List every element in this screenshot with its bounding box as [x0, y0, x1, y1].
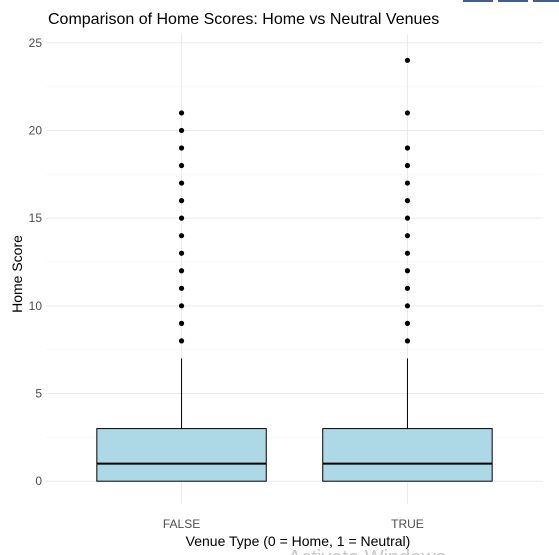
x-tick-label: FALSE [163, 517, 200, 531]
plot-area: 0 5 10 15 20 25 FALSE TRUE [29, 34, 543, 531]
outlier-point [179, 163, 184, 168]
window-tab-decoration [463, 0, 493, 2]
chart-title: Comparison of Home Scores: Home vs Neutr… [48, 11, 439, 28]
outlier-point [405, 110, 410, 115]
outlier-point [405, 303, 410, 308]
outlier-point [405, 233, 410, 238]
outlier-point [179, 321, 184, 326]
outlier-point [405, 163, 410, 168]
watermark-text: Activate Windows [288, 547, 446, 555]
y-tick-label: 10 [29, 299, 43, 313]
window-tab-decoration [533, 0, 559, 2]
outlier-point [405, 58, 410, 63]
outlier-point [405, 251, 410, 256]
outlier-point [179, 286, 184, 291]
outlier-point [179, 216, 184, 221]
y-tick-label: 5 [35, 387, 42, 401]
outlier-point [405, 338, 410, 343]
outlier-point [405, 286, 410, 291]
outlier-point [405, 216, 410, 221]
outlier-point [179, 128, 184, 133]
outlier-point [405, 321, 410, 326]
outlier-point [405, 180, 410, 185]
y-tick-label: 0 [35, 474, 42, 488]
outlier-point [179, 303, 184, 308]
outlier-point [179, 251, 184, 256]
outlier-point [179, 338, 184, 343]
window-tab-decoration [498, 0, 528, 2]
outlier-point [179, 145, 184, 150]
outlier-point [179, 110, 184, 115]
box-false [97, 429, 266, 482]
y-axis-title: Home Score [9, 235, 25, 313]
outlier-point [405, 268, 410, 273]
y-tick-label: 20 [29, 123, 43, 137]
outlier-point [179, 233, 184, 238]
outlier-point [179, 198, 184, 203]
outlier-point [179, 268, 184, 273]
outlier-point [405, 145, 410, 150]
y-tick-label: 15 [29, 211, 43, 225]
outlier-point [179, 180, 184, 185]
box-true [323, 429, 492, 482]
x-tick-label: TRUE [391, 517, 424, 531]
y-tick-label: 25 [29, 36, 43, 50]
outlier-point [405, 198, 410, 203]
